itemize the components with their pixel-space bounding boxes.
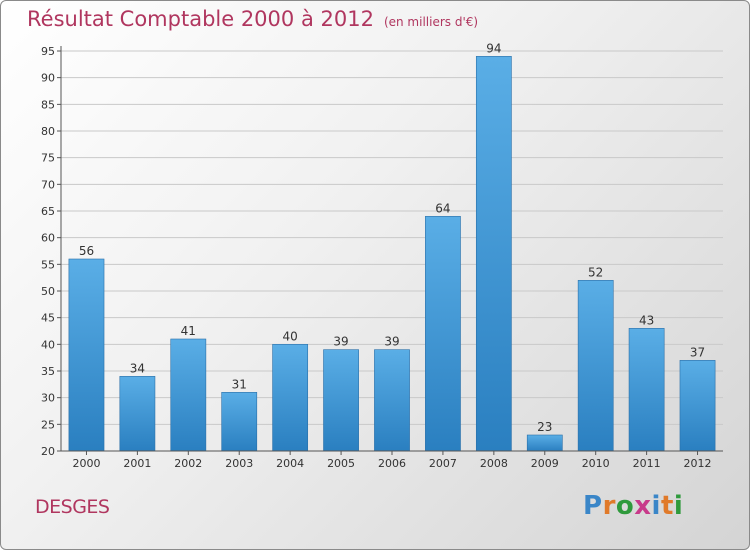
data-label: 64 bbox=[435, 201, 450, 215]
bar bbox=[577, 280, 614, 452]
data-label: 31 bbox=[232, 377, 247, 391]
proxiti-logo: Proxiti bbox=[583, 491, 683, 521]
y-tick-label: 55 bbox=[41, 258, 55, 271]
data-label: 52 bbox=[588, 265, 603, 279]
x-tick-label: 2001 bbox=[123, 457, 151, 470]
bar bbox=[68, 258, 105, 452]
logo-letter: P bbox=[583, 491, 603, 521]
chart-title: Résultat Comptable 2000 à 2012 (en millie… bbox=[27, 7, 478, 31]
bar bbox=[323, 349, 359, 452]
data-label: 34 bbox=[130, 361, 145, 375]
logo-letter: r bbox=[602, 491, 616, 521]
data-label: 39 bbox=[333, 335, 348, 349]
x-tick-label: 2010 bbox=[582, 457, 610, 470]
y-tick-label: 35 bbox=[41, 365, 55, 378]
y-tick-label: 60 bbox=[41, 232, 55, 245]
y-tick-label: 20 bbox=[41, 445, 55, 458]
bar bbox=[221, 392, 258, 452]
logo-letter: i bbox=[651, 491, 661, 521]
x-tick-label: 2009 bbox=[531, 457, 559, 470]
bar bbox=[679, 360, 716, 452]
y-tick-label: 25 bbox=[41, 418, 55, 431]
x-tick-label: 2012 bbox=[684, 457, 712, 470]
y-tick-label: 70 bbox=[41, 178, 55, 191]
y-tick-label: 95 bbox=[41, 45, 55, 58]
chart-subtitle: (en milliers d'€) bbox=[383, 15, 479, 29]
x-tick-label: 2007 bbox=[429, 457, 457, 470]
data-label: 23 bbox=[537, 420, 552, 434]
y-tick-label: 90 bbox=[41, 72, 55, 85]
bar bbox=[425, 216, 461, 452]
x-tick-label: 2005 bbox=[327, 457, 355, 470]
data-label: 39 bbox=[384, 335, 399, 349]
commune-name: DESGES bbox=[35, 496, 110, 518]
y-tick-label: 30 bbox=[41, 392, 55, 405]
x-tick-label: 2002 bbox=[174, 457, 202, 470]
bar bbox=[170, 338, 207, 452]
logo-letter: o bbox=[615, 491, 635, 521]
chart-title-text: Résultat Comptable 2000 à 2012 bbox=[27, 7, 374, 31]
x-tick-label: 2006 bbox=[378, 457, 406, 470]
data-label: 56 bbox=[79, 244, 94, 258]
y-tick-label: 50 bbox=[41, 285, 55, 298]
x-tick-label: 2000 bbox=[72, 457, 100, 470]
y-tick-label: 85 bbox=[41, 98, 55, 111]
logo-letter: t bbox=[660, 491, 674, 521]
data-label: 41 bbox=[181, 324, 196, 338]
y-tick-label: 45 bbox=[41, 312, 55, 325]
data-label: 37 bbox=[690, 345, 705, 359]
y-tick-label: 75 bbox=[41, 152, 55, 165]
x-tick-label: 2003 bbox=[225, 457, 253, 470]
x-tick-label: 2008 bbox=[480, 457, 508, 470]
bar bbox=[374, 349, 410, 452]
x-tick-label: 2011 bbox=[633, 457, 661, 470]
bar bbox=[119, 376, 156, 452]
data-label: 40 bbox=[283, 329, 298, 343]
y-tick-label: 40 bbox=[41, 338, 55, 351]
y-tick-label: 80 bbox=[41, 125, 55, 138]
bar bbox=[526, 434, 563, 452]
bar bbox=[475, 56, 512, 452]
logo-letter: x bbox=[634, 491, 652, 521]
bar bbox=[272, 344, 309, 452]
data-label: 43 bbox=[639, 313, 654, 327]
x-tick-label: 2004 bbox=[276, 457, 304, 470]
logo-letter: i bbox=[673, 491, 684, 521]
data-label: 94 bbox=[486, 41, 501, 55]
bar bbox=[628, 328, 665, 452]
y-tick-label: 65 bbox=[41, 205, 55, 218]
